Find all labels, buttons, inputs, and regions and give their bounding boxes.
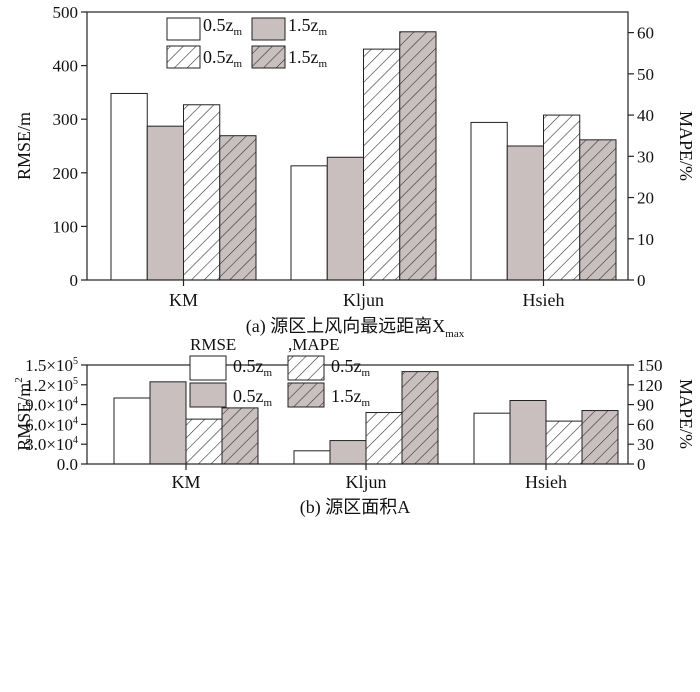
bar — [113, 397, 151, 465]
left-tick-label: 9.0×104 — [25, 396, 78, 415]
legend-label: 0.5zm — [203, 15, 243, 38]
legend-label: 0.5zm — [331, 356, 371, 379]
left-tick-label: 200 — [53, 164, 79, 183]
right-tick-label: 150 — [637, 356, 663, 375]
bar — [146, 125, 184, 281]
bar — [509, 400, 547, 465]
left-tick-label: 300 — [53, 110, 79, 129]
left-tick-label: 6.0×104 — [25, 415, 78, 434]
chart-caption: (a) 源区上风向最远距离Xmax — [246, 316, 465, 340]
left-tick-label: 500 — [53, 3, 79, 22]
bar — [363, 48, 401, 281]
bar — [293, 450, 331, 465]
right-tick-label: 40 — [637, 106, 654, 125]
legend-swatch — [166, 17, 201, 41]
bar — [329, 440, 367, 465]
legend-swatch — [189, 382, 227, 408]
right-tick-label: 0 — [637, 271, 646, 290]
bar — [473, 412, 511, 465]
legend-title: ,MAPE — [288, 335, 339, 354]
right-tick-label: 30 — [637, 147, 654, 166]
bar — [110, 92, 148, 281]
left-tick-label: 1.5×105 — [25, 356, 78, 375]
legend-swatch — [251, 17, 286, 41]
y-axis-label-right: MAPE/% — [676, 111, 696, 181]
right-tick-label: 60 — [637, 24, 654, 43]
right-tick-label: 120 — [637, 376, 663, 395]
bar — [581, 410, 619, 465]
chart-a: 0 100 200 300 400 500 0 10 20 30 40 50 60 KM Kljun Hsie… — [14, 3, 696, 340]
left-tick-label: 1.2×105 — [25, 376, 78, 395]
legend-label: 0.5zm — [233, 386, 273, 409]
right-tick-label: 0 — [637, 455, 646, 474]
right-tick-label: 50 — [637, 65, 654, 84]
bar — [290, 165, 328, 281]
legend-swatch — [287, 382, 325, 408]
left-tick-label: 0.0 — [57, 455, 78, 474]
legend-label: 0.5zm — [203, 47, 243, 70]
legend-label: 1.5zm — [288, 15, 328, 38]
right-tick-label: 20 — [637, 189, 654, 208]
legend-swatch — [251, 45, 286, 69]
left-tick-label: 0 — [70, 271, 79, 290]
y-axis-label-left: RMSE/m — [14, 112, 34, 180]
bar — [219, 135, 257, 281]
legend-swatch — [166, 45, 201, 69]
legend-label: 1.5zm — [331, 386, 371, 409]
y-axis-label-right: MAPE/% — [676, 379, 696, 449]
category-label: Hsieh — [525, 472, 567, 492]
plot-frame — [86, 11, 629, 281]
left-tick-label: 100 — [53, 217, 79, 236]
legend-label: 0.5zm — [233, 356, 273, 379]
left-tick-label: 3.0×104 — [25, 435, 78, 454]
plot-frame — [86, 364, 629, 465]
bar — [579, 139, 617, 281]
legend-swatch — [287, 355, 325, 381]
chart-caption: (b) 源区面积A — [300, 497, 411, 518]
left-tick-label: 400 — [53, 57, 79, 76]
legend-swatch — [189, 355, 227, 381]
bar — [545, 420, 583, 465]
category-label: Kljun — [343, 290, 384, 310]
bar — [221, 407, 259, 465]
y-axis-label-left: RMSE/m2 — [13, 377, 34, 451]
legend-label: 1.5zm — [288, 47, 328, 70]
bar — [185, 418, 223, 465]
category-label: Kljun — [345, 472, 386, 492]
category-label: KM — [169, 290, 198, 310]
bar — [401, 371, 439, 465]
right-tick-label: 10 — [637, 230, 654, 249]
bar — [365, 412, 403, 465]
bar — [149, 381, 187, 465]
category-label: Hsieh — [523, 290, 565, 310]
right-tick-label: 60 — [637, 415, 654, 434]
bar — [183, 104, 221, 281]
category-label: KM — [171, 472, 200, 492]
bar — [470, 121, 508, 281]
bar — [326, 156, 364, 281]
bar — [543, 114, 581, 281]
legend-title: RMSE — [190, 335, 236, 354]
right-tick-label: 30 — [637, 435, 654, 454]
bar — [399, 31, 437, 281]
bar — [506, 145, 544, 281]
right-tick-label: 90 — [637, 396, 654, 415]
